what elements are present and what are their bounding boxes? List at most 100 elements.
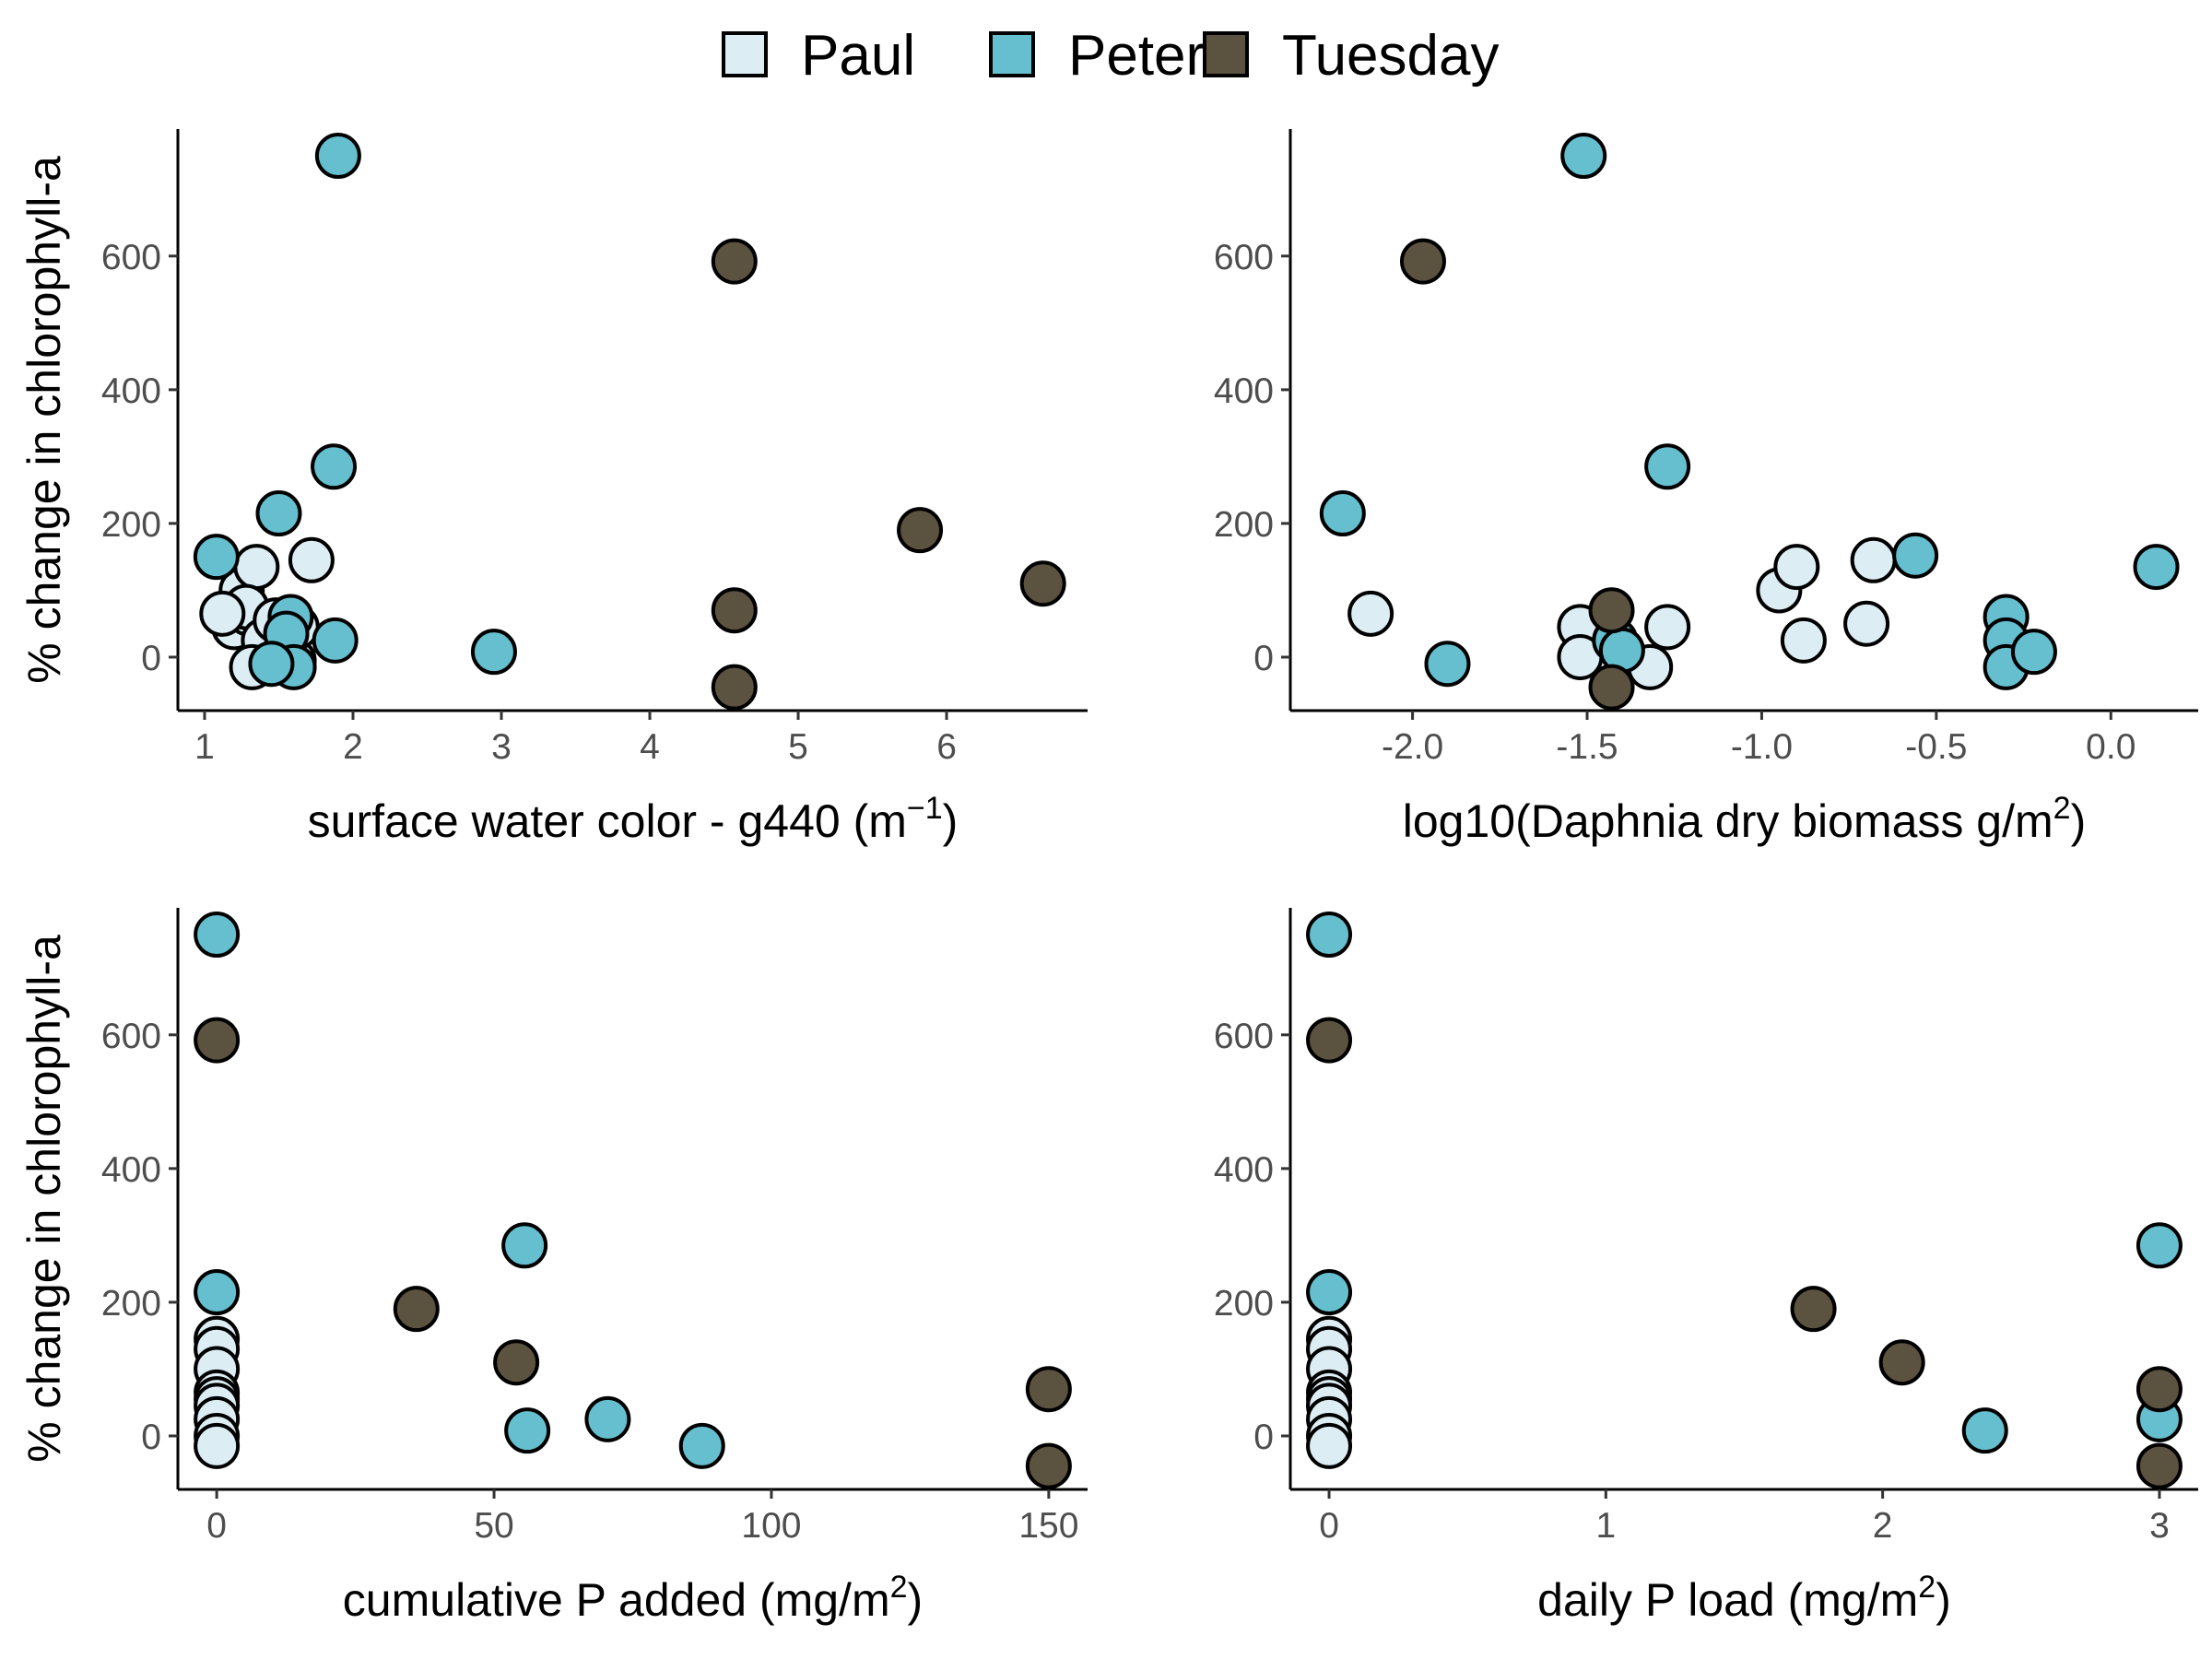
y-tick-label: 200 [101,1284,161,1324]
data-point-peter [255,490,302,537]
data-point-peter [1560,133,1607,180]
data-point-tuesday [897,507,944,554]
x-axis-title-superscript: 2 [1918,1570,1936,1605]
data-point-tuesday [493,1339,540,1386]
x-tick-label: 6 [936,727,957,767]
y-tick-label: 0 [1253,639,1274,678]
data-point-tuesday [1399,238,1446,285]
data-point-paul [1347,590,1394,637]
legend-label: Tuesday [1282,24,1500,88]
data-point-tuesday [711,664,758,711]
x-axis-title-main: daily P load (mg/m [1537,1574,1918,1626]
data-point-tuesday [1019,560,1066,607]
y-tick-label: 400 [1214,371,1274,411]
data-point-peter [248,641,295,688]
x-axis-title-tail: ) [1936,1574,1951,1626]
data-point-tuesday [1025,1366,1072,1413]
data-point-tuesday [1588,664,1635,711]
x-tick-label: 2 [1873,1506,1893,1546]
series-paul [1347,536,1897,690]
y-tick-label: 400 [101,371,161,411]
series-tuesday [711,238,1066,711]
data-point-peter [2133,544,2180,591]
x-tick-label: 4 [640,727,660,767]
x-tick-label: -1.0 [1731,727,1793,767]
data-point-peter [504,1407,551,1454]
x-tick-label: 150 [1018,1506,1078,1546]
data-point-tuesday [1790,1286,1837,1333]
data-point-peter [584,1395,631,1442]
y-axis-title: % change in chlorophyll-a [18,935,70,1463]
x-axis-title-main: log10(Daphnia dry biomass g/m [1403,795,2053,847]
y-tick-label: 200 [101,505,161,545]
y-tick-label: 600 [101,238,161,277]
y-tick-label: 0 [141,639,161,678]
chart-panel-1: 0 200 400 600 1 2 3 4 5 6 surface water color - g4… [18,129,1088,847]
x-tick-label: 2 [343,727,363,767]
data-point-peter [1644,443,1691,490]
y-axis-title: % change in chlorophyll-a [18,156,70,684]
y-tick-label: 600 [1214,1017,1274,1056]
data-point-tuesday [1588,587,1635,634]
data-point-paul [1773,544,1820,591]
series-peter [193,133,517,690]
series-peter [1306,912,2183,1454]
x-tick-label: 0 [206,1506,227,1546]
data-point-peter [314,133,361,180]
series-tuesday [1399,238,1635,711]
data-point-paul [1850,536,1897,583]
data-point-tuesday [711,587,758,634]
series-paul [1306,1315,1353,1469]
data-point-paul [233,544,280,591]
x-tick-label: -1.5 [1556,727,1618,767]
data-point-peter [194,912,241,959]
data-point-peter [194,1269,241,1316]
data-point-tuesday [1306,1017,1353,1064]
data-point-peter [312,617,359,664]
y-tick-label: 200 [1214,505,1274,545]
x-axis-title: log10(Daphnia dry biomass g/m2) [1403,791,2087,847]
data-point-paul [288,536,335,583]
data-point-peter [1961,1407,2008,1454]
x-axis-title-main: cumulative P added (mg/m [343,1574,890,1626]
y-tick-label: 0 [1253,1418,1274,1457]
x-axis-title: daily P load (mg/m2) [1537,1570,1951,1626]
x-tick-label: 3 [2149,1506,2170,1546]
x-axis-title: surface water color - g440 (m−1) [308,791,959,847]
data-point-peter [678,1422,725,1469]
x-tick-label: 5 [788,727,808,767]
data-point-peter [2136,1222,2183,1269]
series-paul [194,1315,241,1469]
data-point-paul [1644,604,1691,651]
data-point-peter [1892,532,1939,579]
data-point-peter [311,443,358,490]
legend-swatch [722,31,768,77]
data-point-peter [1319,490,1366,537]
series-peter [194,912,725,1469]
x-axis-title-superscript: −1 [907,791,943,826]
x-axis-title-superscript: 2 [2053,791,2071,826]
chart-panel-3: 0 200 400 600 0 50 100 150 cumulative P added (m… [18,908,1088,1626]
series-peter [1319,133,2180,690]
legend-swatch [1203,31,1249,77]
legend: Paul Peter Tuesday [722,24,1500,88]
x-tick-label: 1 [194,727,215,767]
x-tick-label: 3 [491,727,512,767]
data-point-peter [1424,641,1471,688]
y-tick-label: 600 [1214,238,1274,277]
legend-label: Peter [1068,24,1205,88]
data-point-peter [470,629,517,676]
data-point-peter [193,534,240,581]
legend-swatch [989,31,1035,77]
x-tick-label: 0.0 [2086,727,2136,767]
y-tick-label: 400 [1214,1150,1274,1190]
x-tick-label: 0 [1319,1506,1339,1546]
data-point-paul [199,590,246,637]
data-point-peter [2010,629,2057,676]
x-axis-title-main: surface water color - g440 (m [308,795,907,847]
data-point-paul [1780,617,1827,664]
x-tick-label: -0.5 [1905,727,1967,767]
